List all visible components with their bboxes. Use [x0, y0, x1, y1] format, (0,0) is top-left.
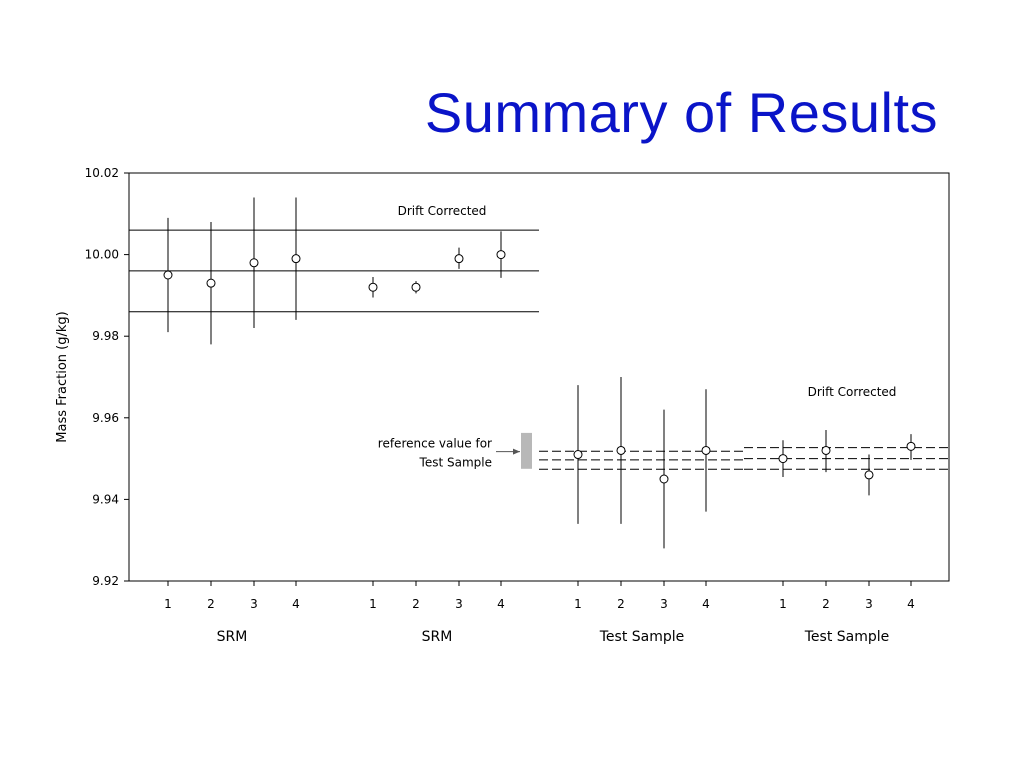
x-tick-label: 1	[779, 597, 787, 611]
x-tick-label: 1	[574, 597, 582, 611]
data-point	[821, 445, 831, 455]
data-point	[864, 470, 874, 480]
data-point	[616, 445, 626, 455]
data-point	[701, 445, 711, 455]
reference-arrowhead	[513, 448, 520, 455]
x-tick-label: 2	[412, 597, 420, 611]
data-point	[454, 254, 464, 264]
data-point	[906, 441, 916, 451]
slide-title: Summary of Results	[424, 81, 938, 144]
plot-frame	[128, 172, 950, 582]
data-point	[291, 254, 301, 264]
data-point	[496, 250, 506, 260]
x-tick-label: 1	[164, 597, 172, 611]
y-tick-label: 9.92	[92, 574, 119, 588]
data-point	[411, 282, 421, 292]
data-point	[368, 282, 378, 292]
data-point	[206, 278, 216, 288]
x-tick-label: 4	[907, 597, 915, 611]
x-tick-label: 4	[497, 597, 505, 611]
group-label: Test Sample	[599, 629, 685, 645]
group-label: Test Sample	[804, 629, 890, 645]
data-point	[163, 270, 173, 280]
reference-value-box	[521, 432, 532, 469]
data-point	[659, 474, 669, 484]
reference-label-line1: reference value for	[378, 436, 492, 450]
y-axis-title: Mass Fraction (g/kg)	[55, 311, 70, 442]
y-tick-label: 10.02	[85, 166, 119, 180]
x-tick-label: 2	[822, 597, 830, 611]
group-label: SRM	[217, 629, 248, 645]
x-tick-label: 2	[617, 597, 625, 611]
y-tick-label: 10.00	[85, 248, 119, 262]
x-tick-label: 4	[292, 597, 300, 611]
data-point	[249, 258, 259, 268]
y-tick-label: 9.94	[92, 492, 119, 506]
x-tick-label: 1	[369, 597, 377, 611]
panel-annotation: Drift Corrected	[398, 204, 487, 218]
data-point	[573, 450, 583, 460]
x-tick-label: 3	[865, 597, 873, 611]
y-tick-label: 9.98	[92, 329, 119, 343]
x-tick-label: 3	[250, 597, 258, 611]
group-label: SRM	[422, 629, 453, 645]
reference-label-line2: Test Sample	[419, 455, 492, 469]
panel-annotation: Drift Corrected	[808, 385, 897, 399]
x-tick-label: 3	[660, 597, 668, 611]
y-tick-label: 9.96	[92, 411, 119, 425]
x-tick-label: 2	[207, 597, 215, 611]
x-tick-label: 3	[455, 597, 463, 611]
x-tick-label: 4	[702, 597, 710, 611]
data-point	[778, 454, 788, 464]
